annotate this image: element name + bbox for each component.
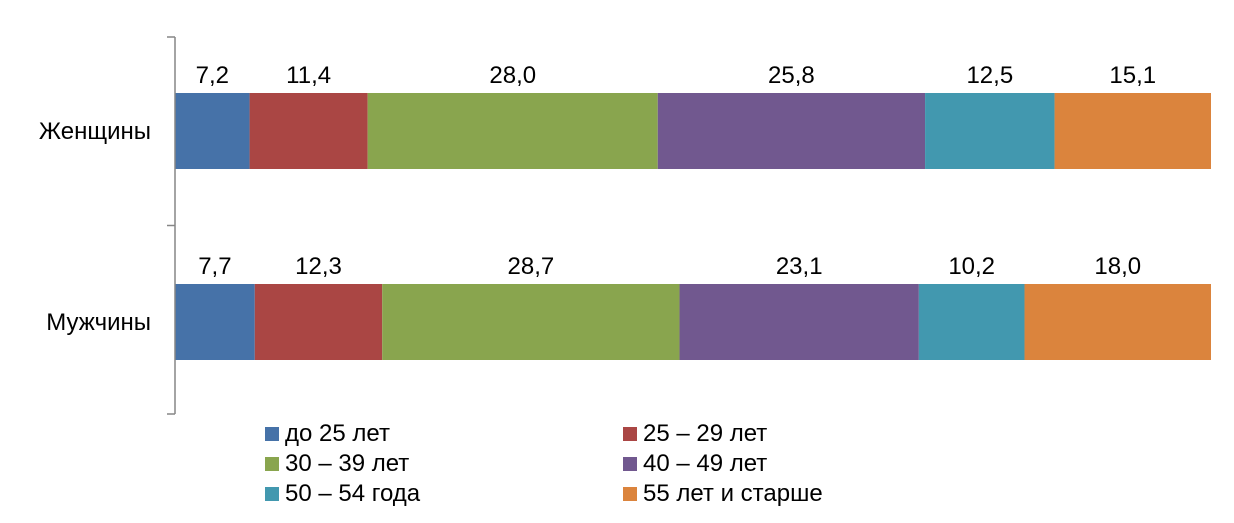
bar-segment: [175, 284, 255, 360]
data-label: 7,7: [198, 253, 231, 280]
data-label: 23,1: [776, 253, 823, 280]
bar-segment: [1024, 284, 1211, 360]
legend-item-55-plus: 55 лет и старше: [623, 480, 903, 508]
legend-swatch-under-25: [265, 427, 279, 441]
data-label: 18,0: [1094, 253, 1141, 280]
bar-segment: [1054, 93, 1211, 169]
legend-label-25-29: 25 – 29 лет: [643, 420, 768, 447]
category-label: Женщины: [39, 118, 151, 145]
legend-swatch-25-29: [623, 427, 637, 441]
data-label: 28,7: [508, 253, 555, 280]
bar-segment: [254, 284, 383, 360]
data-label: 10,2: [948, 253, 995, 280]
legend-item-50-54: 50 – 54 года: [265, 480, 623, 508]
bar-segment: [918, 284, 1025, 360]
legend-swatch-50-54: [265, 487, 279, 501]
legend-label-40-49: 40 – 49 лет: [643, 450, 768, 477]
bar-segment: [657, 93, 926, 169]
bar-segment: [679, 284, 919, 360]
legend-item-under-25: до 25 лет: [265, 420, 623, 448]
legend-item-25-29: 25 – 29 лет: [623, 420, 903, 448]
legend-swatch-40-49: [623, 457, 637, 471]
legend-swatch-55-plus: [623, 487, 637, 501]
data-label: 7,2: [196, 62, 229, 89]
data-label: 12,5: [966, 62, 1013, 89]
legend-item-30-39: 30 – 39 лет: [265, 450, 623, 478]
bar-segment: [382, 284, 680, 360]
legend-label-30-39: 30 – 39 лет: [285, 450, 410, 477]
data-label: 25,8: [768, 62, 815, 89]
legend-label-55-plus: 55 лет и старше: [643, 480, 823, 507]
legend-label-50-54: 50 – 54 года: [285, 480, 421, 507]
bar-segment: [249, 93, 368, 169]
bar-segment: [175, 93, 250, 169]
data-label: 12,3: [295, 253, 342, 280]
legend-item-40-49: 40 – 49 лет: [623, 450, 903, 478]
legend-swatch-30-39: [265, 457, 279, 471]
bar-segment: [367, 93, 658, 169]
data-label: 28,0: [489, 62, 536, 89]
bar-segment: [925, 93, 1055, 169]
chart-legend: до 25 лет 25 – 29 лет 30 – 39 лет 40 – 4…: [265, 420, 905, 508]
legend-label-under-25: до 25 лет: [285, 420, 390, 447]
category-label: Мужчины: [46, 309, 151, 336]
data-label: 11,4: [286, 62, 331, 89]
data-label: 15,1: [1109, 62, 1156, 89]
